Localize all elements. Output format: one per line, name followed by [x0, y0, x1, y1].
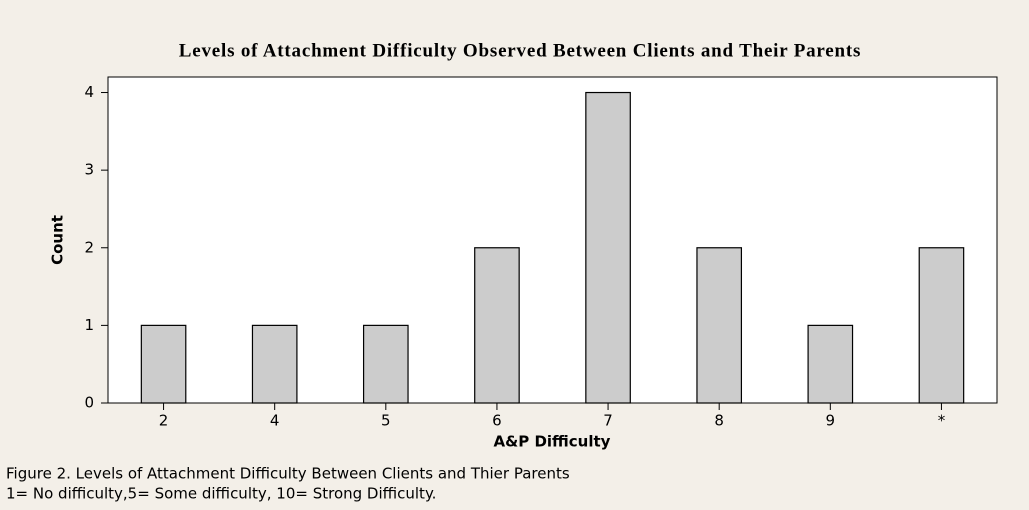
- y-tick-label: 3: [84, 161, 94, 179]
- x-tick-label: 6: [492, 412, 502, 430]
- x-tick-label: 5: [381, 412, 391, 430]
- caption-line: 1= No difficulty,5= Some difficulty, 10=…: [6, 485, 436, 503]
- x-tick-label: 2: [159, 412, 169, 430]
- y-tick-label: 0: [84, 394, 94, 412]
- y-tick-label: 4: [84, 83, 94, 101]
- bar: [696, 247, 743, 404]
- caption-line: Figure 2. Levels of Attachment Difficult…: [6, 465, 570, 483]
- bar: [918, 247, 965, 404]
- x-tick-label: 4: [270, 412, 280, 430]
- plot-area: [107, 76, 998, 404]
- chart-title: Levels of Attachment Difficulty Observed…: [179, 40, 861, 61]
- bar: [140, 324, 187, 404]
- y-tick-label: 1: [84, 316, 94, 334]
- bar: [585, 91, 631, 404]
- y-tick-label: 2: [84, 238, 94, 256]
- x-tick-label: 8: [714, 412, 724, 430]
- bar: [362, 324, 409, 404]
- y-axis-label: Count: [49, 215, 67, 265]
- bar: [474, 247, 520, 404]
- x-tick-label: 7: [603, 412, 613, 430]
- bar: [251, 324, 298, 404]
- bar: [807, 324, 854, 404]
- x-tick-label: 9: [826, 412, 836, 430]
- x-tick-label: *: [938, 412, 946, 430]
- x-axis-label: A&P Difficulty: [494, 433, 611, 451]
